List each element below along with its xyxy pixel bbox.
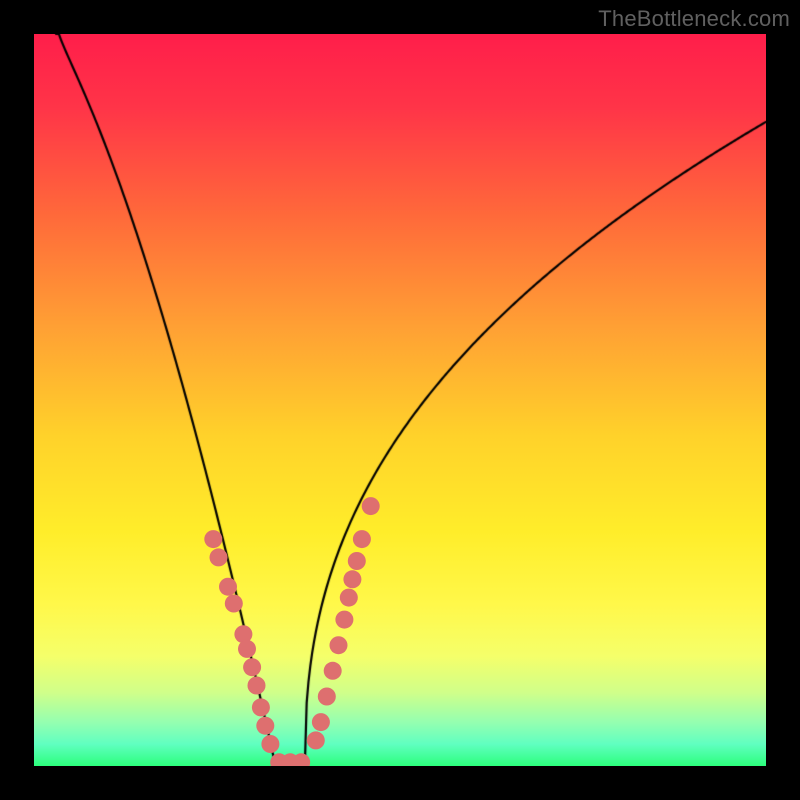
chart-frame: TheBottleneck.com — [0, 0, 800, 800]
bottleneck-curve — [34, 34, 766, 766]
watermark-label: TheBottleneck.com — [598, 6, 790, 32]
